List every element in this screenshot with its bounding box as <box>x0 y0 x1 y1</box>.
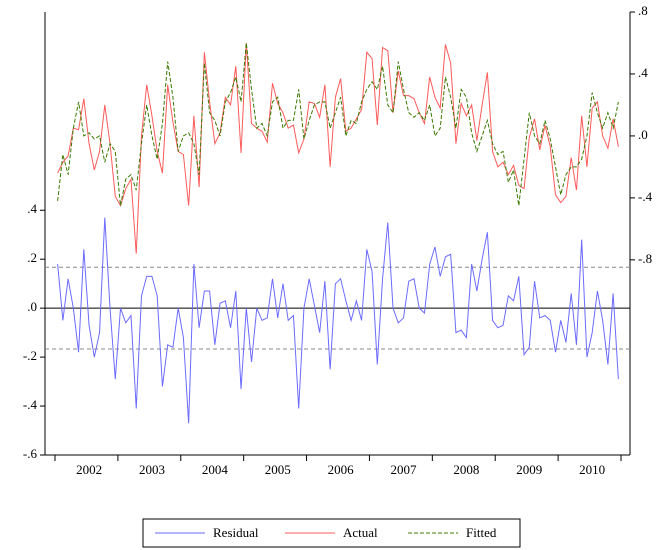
y-tick-label: -.2 <box>23 348 37 363</box>
y2-tick-label: -.8 <box>638 251 652 266</box>
x-tick-label: 2009 <box>516 462 542 477</box>
x-tick-label: 2003 <box>139 462 165 477</box>
y2-tick-label: .0 <box>638 127 648 142</box>
x-tick-label: 2006 <box>328 462 355 477</box>
series-line <box>57 42 619 206</box>
x-tick-label: 2010 <box>579 462 605 477</box>
series-line <box>57 42 619 254</box>
legend-label: Actual <box>343 525 378 540</box>
legend-label: Residual <box>213 525 259 540</box>
x-tick-label: 2005 <box>265 462 291 477</box>
y-tick-label: -.6 <box>23 446 38 461</box>
y2-tick-label: .4 <box>638 65 648 80</box>
x-tick-label: 2007 <box>391 462 418 477</box>
y-tick-label: .4 <box>27 201 37 216</box>
x-tick-label: 2004 <box>202 462 229 477</box>
y-tick-label: .2 <box>27 250 37 265</box>
y-tick-label: -.4 <box>23 397 38 412</box>
legend-label: Fitted <box>466 525 497 540</box>
x-tick-label: 2002 <box>76 462 102 477</box>
series-line <box>57 217 619 424</box>
y2-tick-label: -.4 <box>638 189 653 204</box>
y-tick-label: .0 <box>27 299 37 314</box>
x-tick-label: 2008 <box>453 462 479 477</box>
y2-tick-label: .8 <box>638 3 648 18</box>
